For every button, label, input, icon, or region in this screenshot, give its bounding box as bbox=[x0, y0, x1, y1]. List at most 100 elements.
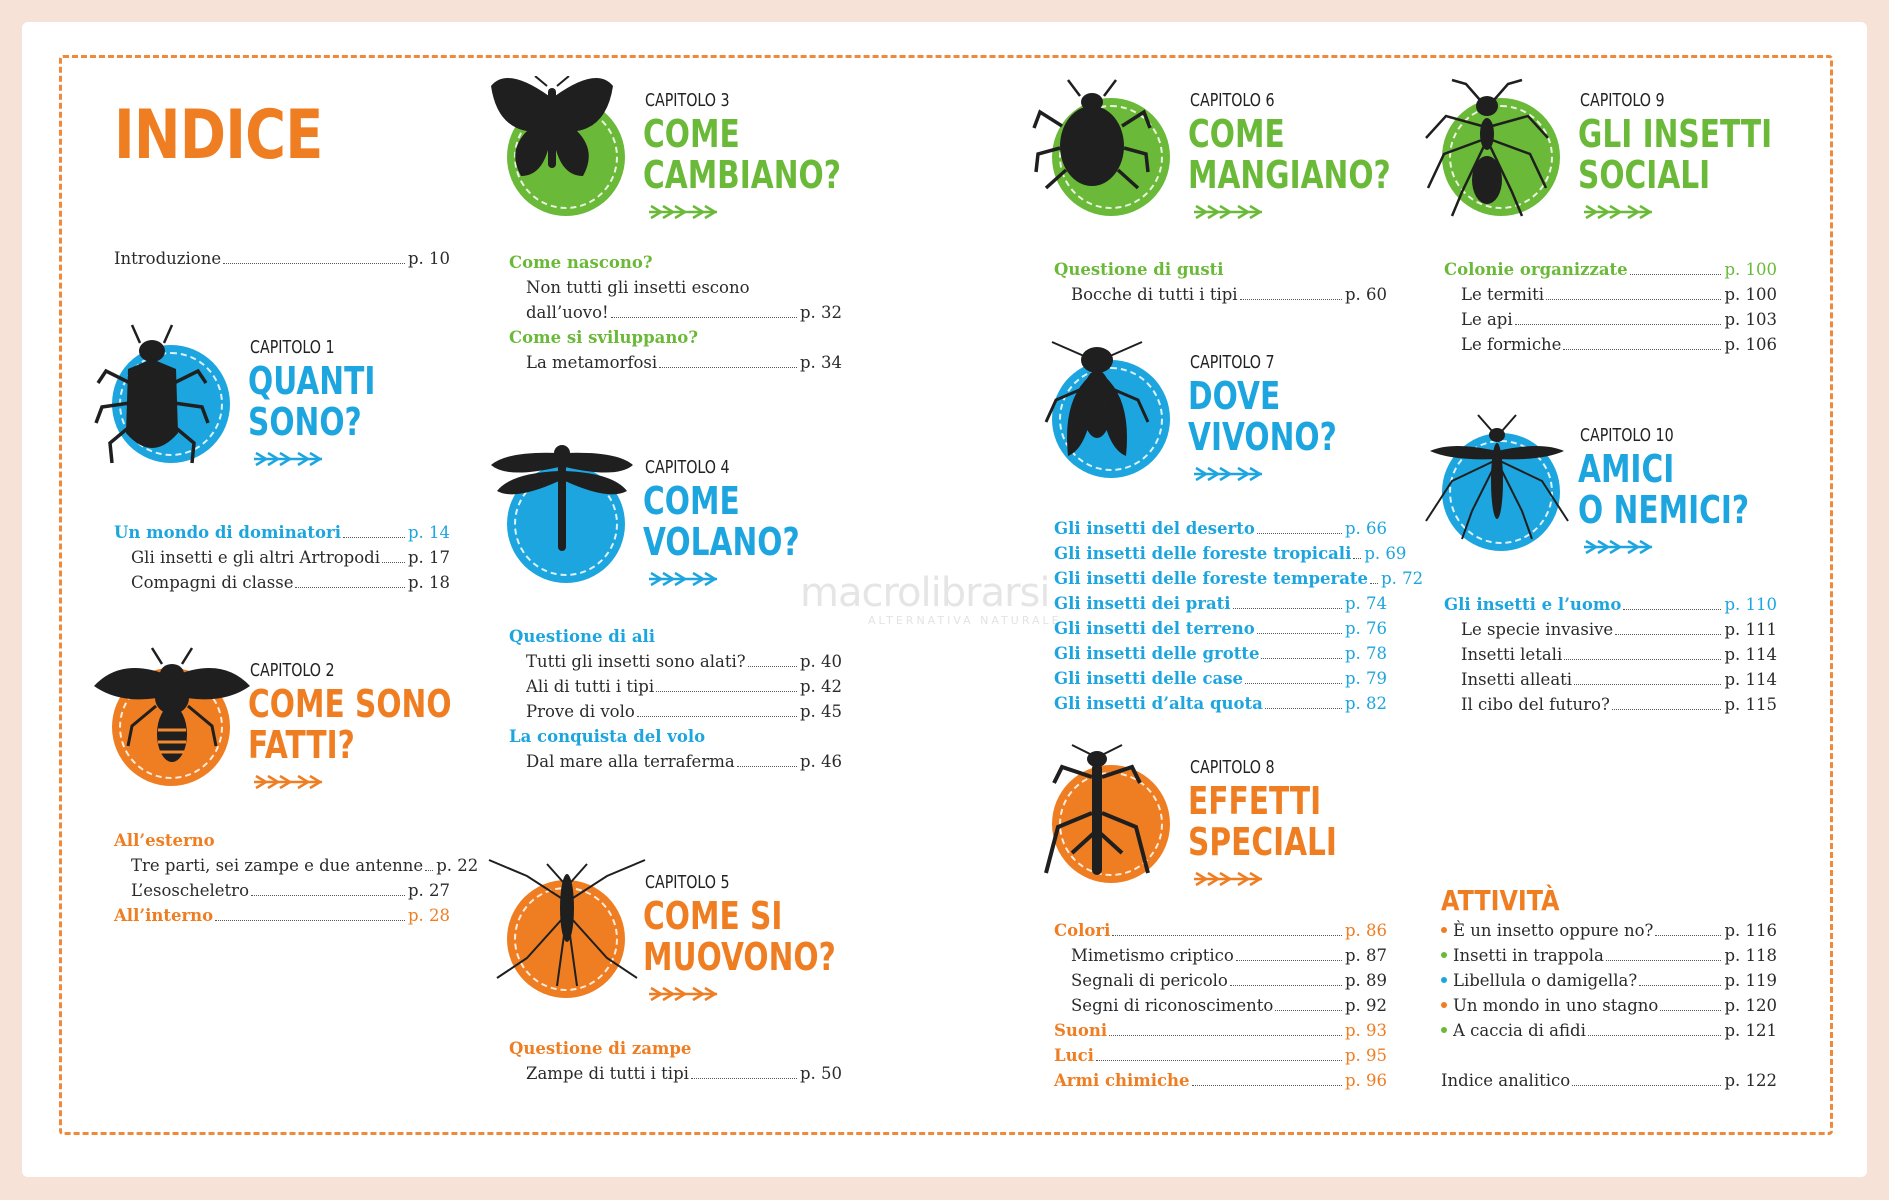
toc-entry-label: La conquista del volo bbox=[509, 727, 706, 746]
toc-entry[interactable]: Mimetismo criptico p. 87 bbox=[1054, 943, 1387, 968]
chapter-number: CAPITOLO 10 bbox=[1580, 425, 1674, 446]
toc-entry-label: Colonie organizzate bbox=[1444, 260, 1628, 279]
toc-section-heading[interactable]: Questione di zampe bbox=[509, 1036, 842, 1061]
toc-entry[interactable]: Compagni di classe p. 18 bbox=[114, 570, 450, 595]
leader-dots bbox=[1563, 349, 1722, 350]
toc-entry-page: p. 111 bbox=[1724, 620, 1777, 639]
chapter-title: COME CAMBIANO? bbox=[643, 114, 841, 196]
analytic-index-entry[interactable]: Indice analitico p. 122 bbox=[1441, 1068, 1777, 1093]
analytic-index-page: p. 122 bbox=[1724, 1071, 1777, 1090]
activity-entry[interactable]: Insetti in trappola p. 118 bbox=[1441, 943, 1777, 968]
toc-section-heading[interactable]: Gli insetti delle grotte p. 78 bbox=[1054, 641, 1387, 666]
dragonfly-icon bbox=[487, 443, 637, 557]
fly-icon bbox=[1032, 338, 1162, 472]
toc-entry[interactable]: Segni di riconoscimento p. 92 bbox=[1054, 993, 1387, 1018]
toc-section-heading[interactable]: Questione di gusti bbox=[1054, 257, 1387, 282]
toc-section-heading[interactable]: Colonie organizzate p. 100 bbox=[1444, 257, 1777, 282]
chapter-title: COME VOLANO? bbox=[643, 481, 800, 563]
chapter-title-line: GLI INSETTI bbox=[1578, 112, 1773, 156]
toc-section-heading[interactable]: Suoni p. 93 bbox=[1054, 1018, 1387, 1043]
leader-dots bbox=[1572, 1085, 1722, 1086]
toc-section-heading[interactable]: Gli insetti delle foreste tropicali p. 6… bbox=[1054, 541, 1406, 566]
bullet-icon bbox=[1441, 1002, 1447, 1008]
toc-section-heading[interactable]: Colori p. 86 bbox=[1054, 918, 1387, 943]
toc-entry[interactable]: Le termiti p. 100 bbox=[1444, 282, 1777, 307]
toc-section-heading[interactable]: Gli insetti delle foreste temperate p. 7… bbox=[1054, 566, 1423, 591]
chapter-arrows-icon bbox=[647, 986, 719, 1006]
toc-section-heading[interactable]: Gli insetti del deserto p. 66 bbox=[1054, 516, 1387, 541]
toc-entry[interactable]: Dal mare alla terraferma p. 46 bbox=[509, 749, 842, 774]
toc-section-heading[interactable]: Come nascono? bbox=[509, 250, 842, 275]
activity-label-text: Insetti in trappola bbox=[1453, 946, 1604, 965]
toc-section-heading[interactable]: Gli insetti d’alta quota p. 82 bbox=[1054, 691, 1387, 716]
toc-entry[interactable]: Tre parti, sei zampe e due antenne p. 22 bbox=[114, 853, 478, 878]
leader-dots bbox=[382, 562, 405, 563]
bullet-icon bbox=[1441, 1027, 1447, 1033]
toc-entry-page: p. 60 bbox=[1344, 285, 1387, 304]
chapter-title-line: EFFETTI bbox=[1188, 779, 1322, 823]
toc-entry[interactable]: Tutti gli insetti sono alati? p. 40 bbox=[509, 649, 842, 674]
toc-section-heading[interactable]: Gli insetti delle case p. 79 bbox=[1054, 666, 1387, 691]
activity-entry[interactable]: Libellula o damigella? p. 119 bbox=[1441, 968, 1777, 993]
toc-section-heading[interactable]: Gli insetti e l’uomo p. 110 bbox=[1444, 592, 1777, 617]
toc-entry[interactable]: Segnali di pericolo p. 89 bbox=[1054, 968, 1387, 993]
activity-entry[interactable]: A caccia di afidi p. 121 bbox=[1441, 1018, 1777, 1043]
toc-entry-page: p. 27 bbox=[407, 881, 450, 900]
intro-page: p. 10 bbox=[407, 249, 450, 268]
leader-dots bbox=[1191, 1085, 1342, 1086]
intro-entry[interactable]: Introduzione p. 10 bbox=[114, 246, 450, 271]
toc-section-heading[interactable]: Come si sviluppano? bbox=[509, 325, 842, 350]
toc-section-heading[interactable]: All’interno p. 28 bbox=[114, 903, 450, 928]
toc-section-heading[interactable]: Gli insetti dei prati p. 74 bbox=[1054, 591, 1387, 616]
toc-entry[interactable]: Ali di tutti i tipi p. 42 bbox=[509, 674, 842, 699]
toc-section-heading[interactable]: All’esterno bbox=[114, 828, 450, 853]
toc-entry-page: p. 22 bbox=[436, 856, 479, 875]
toc-entry-label: Gli insetti delle case bbox=[1054, 669, 1244, 688]
chapter-arrows-icon bbox=[1192, 871, 1264, 891]
leader-dots bbox=[1256, 533, 1342, 534]
toc-entry[interactable]: Gli insetti e gli altri Artropodi p. 17 bbox=[114, 545, 450, 570]
toc-entry[interactable]: Le formiche p. 106 bbox=[1444, 332, 1777, 357]
chapter-number: CAPITOLO 4 bbox=[645, 457, 730, 478]
toc-entry-page: p. 17 bbox=[407, 548, 450, 567]
chapter-title-line: COME bbox=[1188, 112, 1285, 156]
toc-entry[interactable]: Bocche di tutti i tipi p. 60 bbox=[1054, 282, 1387, 307]
chapter-10-toc: Gli insetti e l’uomo p. 110 Le specie inv… bbox=[1444, 592, 1777, 717]
toc-entry[interactable]: Non tutti gli insetti escono bbox=[509, 275, 842, 300]
toc-entry[interactable]: L’esoscheletro p. 27 bbox=[114, 878, 450, 903]
toc-entry[interactable]: dall’uovo! p. 32 bbox=[509, 300, 842, 325]
leader-dots bbox=[1587, 1035, 1722, 1036]
toc-section-heading[interactable]: La conquista del volo bbox=[509, 724, 842, 749]
chapter-title: COME SONO FATTI? bbox=[248, 684, 452, 766]
toc-section-heading[interactable]: Luci p. 95 bbox=[1054, 1043, 1387, 1068]
activity-entry[interactable]: Un mondo in uno stagno p. 120 bbox=[1441, 993, 1777, 1018]
activity-entry[interactable]: È un insetto oppure no? p. 116 bbox=[1441, 918, 1777, 943]
toc-section-heading[interactable]: Armi chimiche p. 96 bbox=[1054, 1068, 1387, 1093]
toc-entry[interactable]: Zampe di tutti i tipi p. 50 bbox=[509, 1061, 842, 1086]
toc-section-heading[interactable]: Questione di ali bbox=[509, 624, 842, 649]
leader-dots bbox=[1660, 1010, 1722, 1011]
toc-entry-label: Questione di ali bbox=[509, 627, 656, 646]
toc-entry-page: p. 86 bbox=[1344, 921, 1387, 940]
toc-entry[interactable]: Le api p. 103 bbox=[1444, 307, 1777, 332]
toc-entry[interactable]: Insetti alleati p. 114 bbox=[1444, 667, 1777, 692]
chapter-number: CAPITOLO 2 bbox=[250, 660, 335, 681]
toc-entry[interactable]: Insetti letali p. 114 bbox=[1444, 642, 1777, 667]
spacer bbox=[1441, 1043, 1777, 1068]
activity-page: p. 119 bbox=[1724, 971, 1777, 990]
chapter-8-toc: Colori p. 86 Mimetismo criptico p. 87 Segn… bbox=[1054, 918, 1387, 1093]
chapter-title-line: MANGIANO? bbox=[1188, 153, 1391, 197]
toc-entry[interactable]: La metamorfosi p. 34 bbox=[509, 350, 842, 375]
toc-section-heading[interactable]: Un mondo di dominatori p. 14 bbox=[114, 520, 450, 545]
toc-entry[interactable]: Il cibo del futuro? p. 115 bbox=[1444, 692, 1777, 717]
intro-label: Introduzione bbox=[114, 249, 222, 268]
toc-entry-label: Gli insetti delle foreste temperate bbox=[1054, 569, 1369, 588]
chapter-title-line: CAMBIANO? bbox=[643, 153, 841, 197]
toc-section-heading[interactable]: Gli insetti del terreno p. 76 bbox=[1054, 616, 1387, 641]
toc-entry[interactable]: Le specie invasive p. 111 bbox=[1444, 617, 1777, 642]
chapter-title-line: AMICI bbox=[1578, 447, 1675, 491]
toc-entry-page: p. 93 bbox=[1344, 1021, 1387, 1040]
toc-entry-page: p. 95 bbox=[1344, 1046, 1387, 1065]
toc-entry[interactable]: Prove di volo p. 45 bbox=[509, 699, 842, 724]
toc-entry-label: Tutti gli insetti sono alati? bbox=[526, 652, 746, 671]
